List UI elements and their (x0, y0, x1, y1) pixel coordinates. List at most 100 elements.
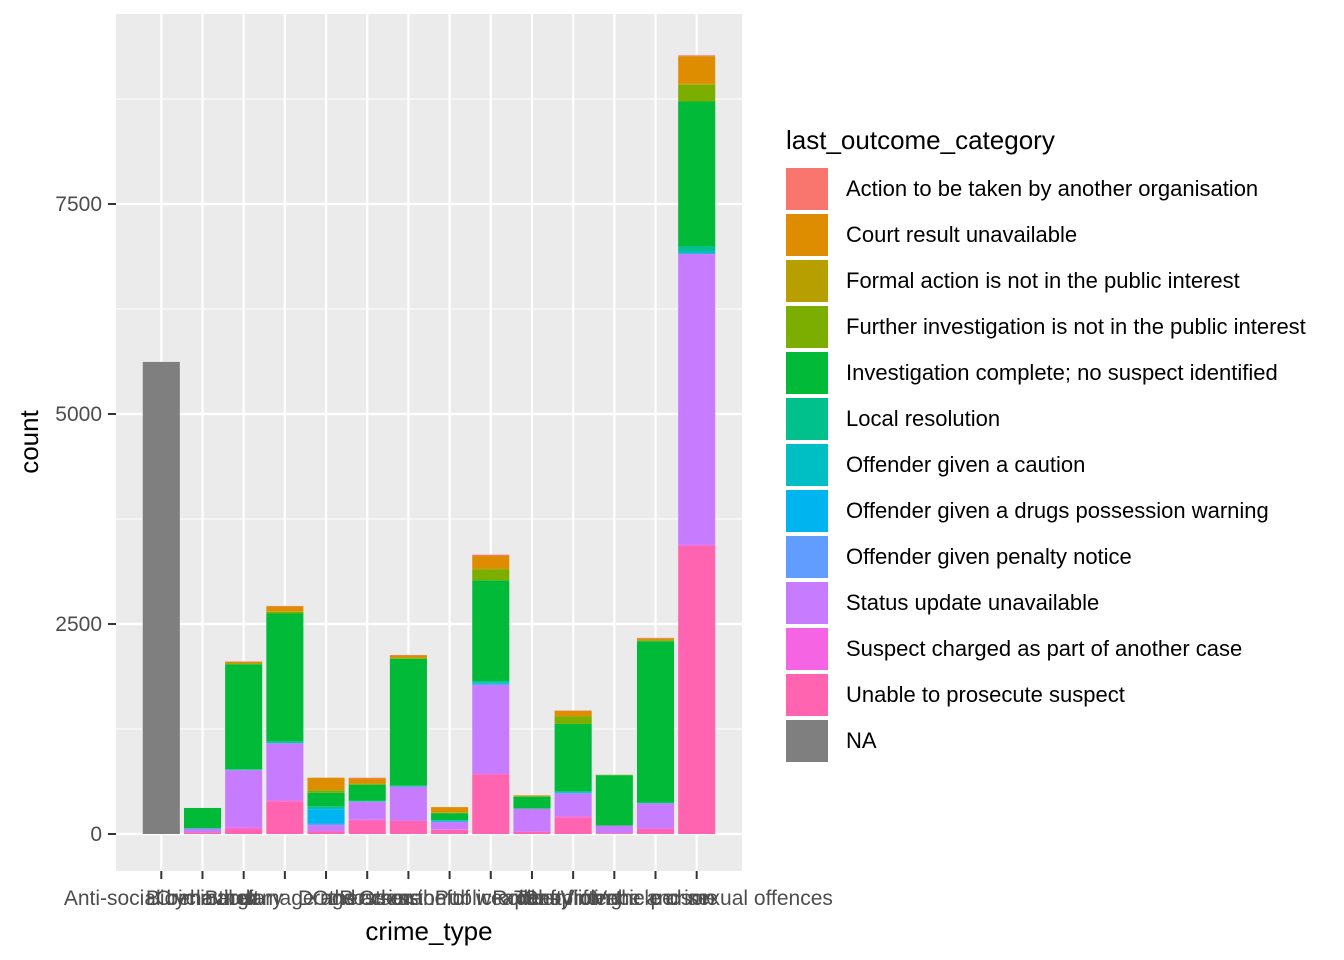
bar-segment (266, 611, 304, 614)
legend-label: Further investigation is not in the publ… (846, 314, 1306, 339)
legend-item: Suspect charged as part of another case (786, 626, 1336, 672)
legend-label: Investigation complete; no suspect ident… (846, 360, 1278, 385)
bar-segment (266, 742, 304, 744)
x-tick-label: Possession of weapons (339, 887, 560, 910)
x-tick-label: Shoplifting (524, 887, 622, 910)
bar-segment (678, 246, 716, 252)
x-tick-label: Bicycle theft (146, 887, 259, 910)
bar-segment (225, 770, 263, 828)
legend-label: Formal action is not in the public inter… (846, 268, 1240, 293)
legend-swatch (786, 490, 828, 532)
bar-segment (389, 658, 427, 786)
legend-swatch (786, 398, 828, 440)
legend-item: Offender given penalty notice (786, 534, 1336, 580)
bar-segment (348, 784, 386, 801)
bar-segment (472, 682, 510, 684)
bar-segment (348, 820, 386, 834)
bar-segment (678, 101, 716, 247)
legend-item: Formal action is not in the public inter… (786, 258, 1336, 304)
legend-item: Investigation complete; no suspect ident… (786, 350, 1336, 396)
bar-segment (678, 84, 716, 102)
bar-segment (307, 823, 345, 826)
bar-segment (266, 613, 304, 742)
bar-segment (636, 638, 675, 640)
bar-segment (595, 825, 633, 834)
y-axis-title: count (14, 409, 44, 473)
x-tick-label: Vehicle crime (593, 887, 718, 910)
bar-segment (266, 800, 304, 802)
legend-swatch (786, 582, 828, 624)
bar-segment (554, 716, 592, 724)
bar-segment (307, 806, 345, 808)
x-tick-label: Robbery (492, 887, 572, 910)
bar-segment (389, 820, 427, 834)
bar-segment (472, 685, 510, 774)
bar-segment (554, 791, 592, 792)
bar-segment (513, 796, 551, 809)
bar-segment (431, 821, 469, 830)
legend-label: Offender given penalty notice (846, 544, 1132, 569)
bar-segment (513, 795, 551, 797)
y-tick-label: 5000 (55, 403, 102, 426)
legend-swatch (786, 168, 828, 210)
legend-item: Offender given a drugs possession warnin… (786, 488, 1336, 534)
bar-segment (678, 56, 716, 84)
y-tick-label: 2500 (55, 613, 102, 636)
bar-segment (307, 792, 345, 807)
bar-segment (348, 784, 386, 785)
legend-item: NA (786, 718, 1336, 764)
legend-label: Suspect charged as part of another case (846, 636, 1243, 661)
x-tick-label: Public order (435, 887, 547, 910)
bar-segment (307, 807, 345, 810)
y-axis: 0 2500 5000 7500 (55, 193, 116, 846)
bar-segment (636, 640, 675, 642)
bar-segment (554, 816, 592, 818)
bar-segment (472, 580, 510, 682)
bar-segment (554, 793, 592, 817)
legend-swatch (786, 444, 828, 486)
bar-segment (183, 807, 222, 829)
legend-swatch (786, 536, 828, 578)
bar-segment (472, 569, 510, 581)
bar-segment (307, 809, 345, 824)
bar-segment (472, 555, 510, 569)
bar-segment (225, 663, 263, 665)
bar-segment (678, 544, 716, 546)
bar-segment (348, 778, 386, 784)
legend-swatch (786, 260, 828, 302)
x-tick-label: Violence and sexual offences (560, 887, 832, 910)
legend-item: Action to be taken by another organisati… (786, 166, 1336, 212)
bar-segment (225, 661, 263, 664)
x-tick-label: Anti-social behaviour (64, 887, 259, 910)
legend-swatch (786, 628, 828, 670)
legend-label: Unable to prosecute suspect (846, 682, 1125, 707)
bar-segment (225, 664, 263, 770)
legend-item: Unable to prosecute suspect (786, 672, 1336, 718)
bar-segment (678, 545, 716, 834)
bar-segment (431, 829, 469, 834)
legend-label: Action to be taken by another organisati… (846, 176, 1259, 201)
legend-swatch (786, 352, 828, 394)
legend-swatch (786, 674, 828, 716)
bar-segment (431, 807, 469, 813)
bar-segment (266, 606, 304, 612)
legend-title: last_outcome_category (786, 125, 1055, 155)
bar-segment (554, 710, 592, 716)
bar-segment (678, 253, 716, 545)
bar-segment (595, 833, 633, 834)
bar-segment (595, 775, 633, 826)
x-tick-label: Drugs (298, 887, 354, 910)
legend-item: Offender given a caution (786, 442, 1336, 488)
x-tick-label: Other crime (312, 887, 422, 910)
legend-label: Status update unavailable (846, 590, 1100, 615)
bar-segment (472, 681, 510, 683)
legend-items: Action to be taken by another organisati… (786, 166, 1336, 764)
y-tick-label: 0 (90, 823, 102, 846)
bar-segment (266, 741, 304, 743)
x-tick-label: Theft from the person (514, 887, 715, 910)
bar-segment (513, 831, 551, 834)
x-axis-title: crime_type (365, 916, 492, 946)
bar-segment (307, 831, 345, 834)
bar-segment (554, 792, 592, 793)
